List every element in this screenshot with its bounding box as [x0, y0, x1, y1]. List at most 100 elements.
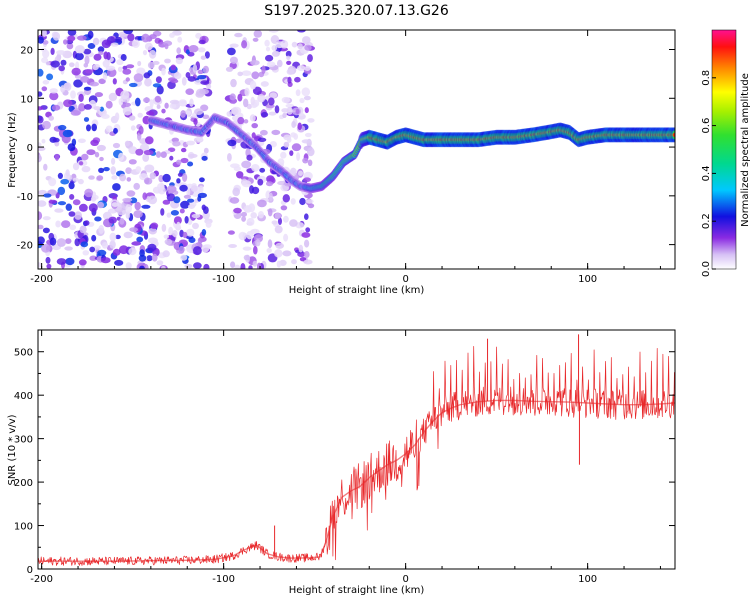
noise-blob [251, 132, 256, 139]
noise-blob [250, 228, 260, 235]
noise-blob [142, 153, 150, 162]
noise-blob [63, 99, 73, 108]
noise-blob [249, 114, 256, 122]
noise-blob [199, 177, 205, 183]
noise-blob [227, 47, 236, 56]
noise-blob [268, 192, 273, 202]
snr-y-tick-label: 100 [14, 522, 33, 533]
noise-blob [137, 132, 142, 141]
noise-blob [42, 80, 50, 85]
noise-blob [298, 244, 304, 253]
noise-blob [68, 181, 75, 190]
noise-blob [96, 144, 106, 152]
noise-blob [285, 103, 295, 108]
chart-title: S197.2025.320.07.13.G26 [264, 3, 449, 19]
noise-blob [293, 133, 299, 140]
noise-blob [135, 166, 142, 173]
noise-blob [305, 227, 311, 233]
noise-blob [197, 192, 207, 199]
noise-blob [77, 138, 86, 144]
noise-blob [162, 250, 170, 258]
noise-blob [56, 50, 66, 55]
noise-blob [235, 138, 242, 144]
noise-blob [237, 71, 243, 77]
noise-blob [182, 231, 188, 239]
noise-blob [268, 111, 277, 116]
noise-blob [133, 73, 144, 82]
noise-blob [128, 247, 137, 256]
noise-blob [271, 220, 278, 225]
noise-blob [201, 204, 206, 211]
noise-blob [261, 65, 266, 74]
noise-blob [243, 254, 251, 261]
noise-blob [250, 96, 255, 106]
noise-blob [52, 31, 61, 41]
noise-blob [148, 49, 157, 59]
noise-blob [98, 167, 105, 173]
noise-blob [299, 97, 305, 104]
noise-blob [122, 68, 132, 75]
noise-blob [169, 155, 174, 161]
noise-blob [151, 253, 158, 262]
noise-blob [75, 52, 84, 61]
noise-blob [92, 64, 99, 71]
noise-blob [72, 162, 80, 171]
noise-blob [133, 182, 140, 190]
noise-blob [225, 66, 234, 72]
noise-blob [233, 166, 241, 172]
noise-blob [125, 167, 132, 175]
noise-blob [93, 106, 101, 111]
noise-blob [113, 127, 118, 134]
noise-blob [118, 152, 125, 161]
noise-blob [281, 96, 291, 104]
noise-blob [100, 257, 111, 264]
noise-blob [296, 152, 301, 161]
noise-blob [41, 243, 51, 253]
noise-blob [81, 165, 91, 173]
noise-blob [91, 234, 97, 242]
noise-blob [307, 203, 315, 209]
noise-blob [180, 110, 186, 118]
noise-blob [304, 66, 311, 71]
noise-blob [82, 250, 90, 256]
noise-blob [303, 95, 311, 101]
noise-blob [94, 216, 102, 222]
noise-blob [178, 100, 188, 107]
noise-blob [129, 82, 138, 88]
noise-blob [115, 36, 122, 43]
y-tick-label: -10 [17, 192, 33, 203]
noise-blob [125, 262, 132, 269]
noise-blob [275, 41, 285, 49]
noise-blob [246, 231, 254, 240]
noise-blob [98, 51, 104, 56]
noise-blob [98, 78, 106, 85]
noise-blob [268, 97, 275, 106]
noise-blob [301, 139, 311, 144]
noise-blob [274, 212, 282, 220]
noise-blob [78, 259, 87, 266]
noise-blob [274, 225, 283, 234]
noise-blob [282, 194, 290, 203]
noise-blob [229, 43, 239, 48]
noise-blob [79, 203, 88, 212]
spectrogram-heatmap [38, 30, 675, 269]
noise-blob [56, 238, 66, 247]
noise-blob [259, 167, 266, 173]
noise-blob [266, 61, 276, 67]
noise-blob [264, 39, 270, 47]
noise-blob [179, 184, 188, 192]
noise-blob [197, 69, 204, 75]
noise-blob [89, 81, 99, 87]
noise-blob [101, 114, 110, 119]
noise-blob [67, 143, 76, 152]
noise-blob [169, 103, 177, 109]
noise-blob [118, 245, 129, 255]
noise-blob [79, 225, 87, 234]
noise-blob [97, 201, 105, 209]
noise-blob [241, 211, 247, 217]
noise-blob [190, 185, 198, 192]
noise-blob [58, 65, 65, 72]
noise-blob [92, 37, 100, 46]
noise-blob [46, 263, 52, 269]
